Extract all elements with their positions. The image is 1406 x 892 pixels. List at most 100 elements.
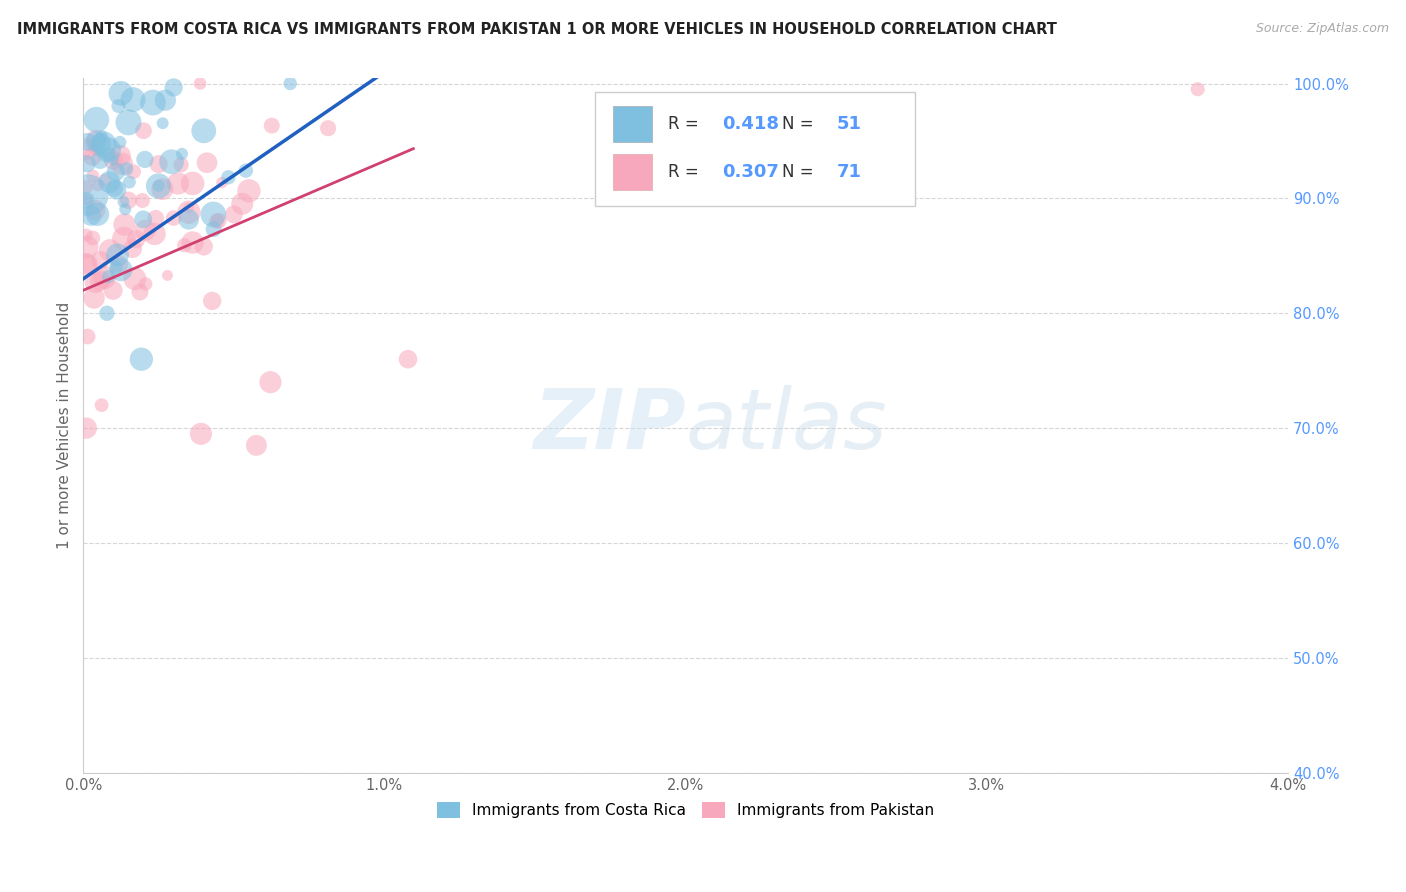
Point: [90, 253, 112, 268]
Point: [111, 157, 134, 171]
Point: [110, 87, 132, 101]
Text: 0.307: 0.307: [721, 162, 779, 180]
Point: [101, 283, 124, 297]
Point: [148, 157, 170, 171]
Point: [76, 157, 98, 171]
Point: [90, 136, 112, 151]
Text: IMMIGRANTS FROM COSTA RICA VS IMMIGRANTS FROM PAKISTAN 1 OR MORE VEHICLES IN HOU: IMMIGRANTS FROM COSTA RICA VS IMMIGRANTS…: [17, 22, 1057, 37]
Point: [278, 77, 301, 91]
Point: [118, 175, 141, 189]
Point: [142, 95, 165, 110]
Point: [134, 153, 156, 167]
Point: [75, 257, 97, 271]
Point: [222, 207, 245, 221]
Point: [259, 375, 281, 389]
Point: [107, 248, 129, 262]
Point: [211, 176, 233, 190]
Point: [148, 178, 170, 193]
Point: [231, 197, 253, 211]
Text: 51: 51: [837, 115, 862, 133]
Point: [129, 285, 152, 299]
Y-axis label: 1 or more Vehicles in Household: 1 or more Vehicles in Household: [58, 301, 72, 549]
Point: [156, 268, 179, 283]
Point: [84, 132, 107, 146]
Point: [170, 158, 193, 172]
Point: [75, 193, 97, 207]
Point: [76, 329, 98, 343]
Point: [124, 272, 146, 286]
Point: [155, 93, 177, 107]
Point: [90, 129, 112, 144]
Point: [108, 148, 131, 162]
Point: [110, 262, 132, 277]
Point: [107, 99, 129, 113]
Point: [145, 211, 167, 226]
Point: [208, 213, 231, 227]
Point: [108, 136, 131, 150]
Point: [195, 155, 218, 169]
Point: [82, 169, 104, 183]
Point: [97, 147, 120, 161]
Point: [117, 194, 139, 208]
Point: [131, 194, 153, 208]
Text: atlas: atlas: [686, 384, 887, 466]
Legend: Immigrants from Costa Rica, Immigrants from Pakistan: Immigrants from Costa Rica, Immigrants f…: [432, 796, 941, 824]
Point: [103, 181, 125, 195]
Point: [98, 244, 121, 258]
Point: [181, 177, 204, 191]
Point: [75, 421, 97, 435]
Point: [103, 153, 125, 168]
Point: [238, 184, 260, 198]
Point: [190, 426, 212, 441]
Point: [170, 146, 193, 161]
Point: [245, 438, 267, 452]
Point: [135, 277, 157, 291]
Text: N =: N =: [782, 162, 818, 180]
Point: [108, 257, 131, 271]
FancyBboxPatch shape: [595, 92, 914, 206]
Point: [90, 398, 112, 412]
Bar: [613, 106, 652, 143]
Point: [121, 242, 143, 256]
Point: [167, 177, 190, 191]
Point: [94, 173, 117, 187]
Point: [97, 269, 120, 284]
Point: [148, 178, 170, 193]
Point: [217, 170, 239, 185]
Point: [84, 135, 107, 149]
Point: [114, 202, 136, 217]
Point: [105, 183, 128, 197]
Point: [122, 164, 145, 178]
Point: [75, 180, 97, 194]
Text: 0.418: 0.418: [721, 115, 779, 133]
Point: [1187, 82, 1209, 96]
Point: [114, 218, 136, 232]
Point: [84, 203, 107, 218]
Point: [188, 77, 211, 91]
Point: [201, 293, 224, 308]
Point: [396, 352, 419, 367]
Text: R =: R =: [668, 162, 703, 180]
Point: [115, 161, 138, 176]
Point: [84, 275, 107, 289]
Point: [132, 124, 155, 138]
Bar: [613, 153, 652, 190]
Text: R =: R =: [668, 115, 703, 133]
Point: [84, 142, 107, 156]
Point: [93, 270, 115, 285]
Point: [75, 227, 97, 242]
Point: [205, 214, 228, 228]
Point: [75, 192, 97, 206]
Point: [112, 194, 135, 209]
Point: [193, 239, 215, 253]
Point: [104, 260, 127, 275]
Point: [131, 352, 153, 367]
Point: [235, 163, 257, 178]
Point: [177, 201, 200, 215]
Point: [86, 207, 108, 221]
Point: [98, 175, 121, 189]
Point: [76, 188, 98, 202]
Point: [160, 154, 183, 169]
Point: [150, 182, 173, 196]
Point: [112, 231, 135, 245]
